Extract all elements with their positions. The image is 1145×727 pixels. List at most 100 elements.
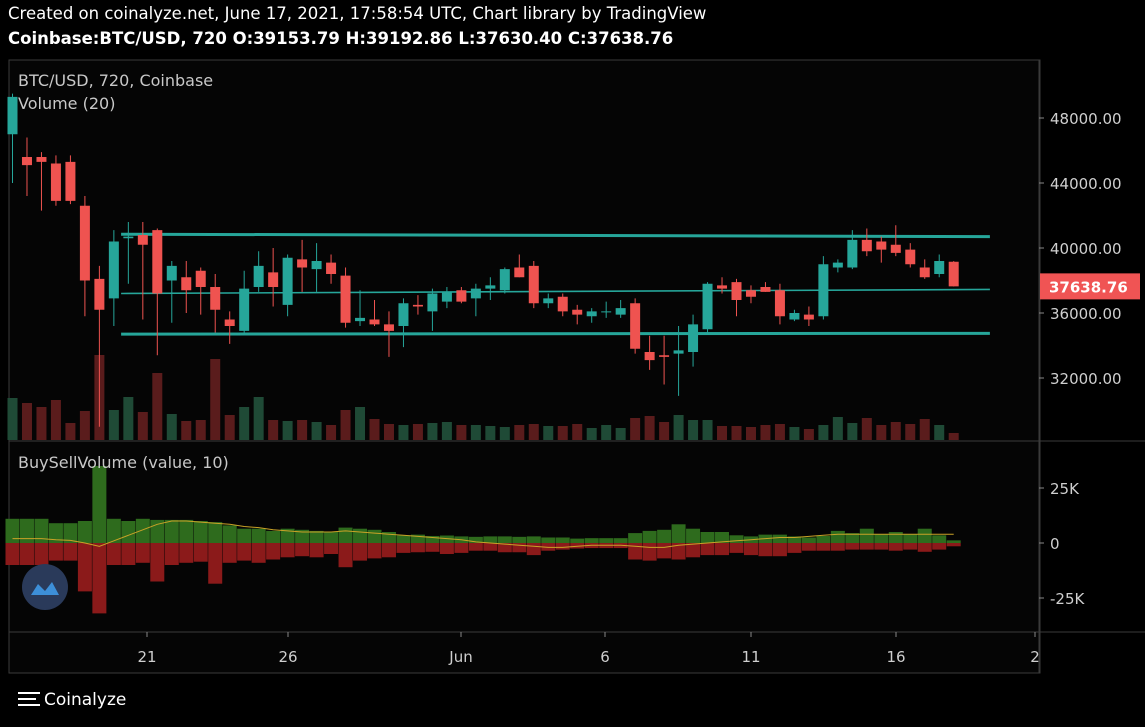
sell-volume-bar: [164, 543, 179, 565]
sell-volume-bar: [19, 543, 34, 565]
buy-volume-bar: [845, 533, 860, 543]
sell-volume-bar: [106, 543, 121, 565]
open-label: O:: [232, 29, 254, 48]
candle-body: [253, 265, 264, 287]
buy-volume-bar: [541, 537, 556, 543]
buy-volume-bar: [367, 529, 382, 543]
last-price-tag: [1040, 273, 1140, 300]
volume-bar: [876, 425, 887, 440]
volume-bar: [760, 425, 771, 440]
candle-body: [659, 355, 670, 357]
volume-bar: [239, 407, 250, 440]
volume-bar: [659, 422, 670, 440]
volume-bar: [326, 425, 337, 440]
main-pane-title: BTC/USD, 720, Coinbase: [18, 71, 213, 90]
volume-bar: [123, 397, 134, 440]
candle-body: [832, 262, 843, 268]
sell-volume-bar: [34, 543, 49, 565]
candle-body: [369, 319, 380, 325]
volume-bar: [427, 423, 438, 440]
sell-volume-bar: [208, 543, 223, 584]
sell-volume-bar: [121, 543, 136, 565]
candle-body: [673, 350, 684, 354]
candle-body: [644, 352, 655, 361]
time-tick-label: 6: [600, 648, 610, 666]
buy-volume-bar: [787, 536, 802, 543]
volume-bar: [282, 421, 293, 440]
candle-body: [340, 275, 351, 323]
buy-volume-bar: [193, 521, 208, 543]
buy-volume-bar: [135, 518, 150, 543]
candle-body: [905, 249, 916, 265]
buy-volume-bar: [599, 538, 614, 543]
sell-volume-bar: [628, 543, 643, 560]
candle-body: [731, 282, 742, 300]
buy-volume-bar: [816, 535, 831, 543]
buy-volume-bar: [729, 535, 744, 543]
sell-volume-bar: [830, 543, 845, 551]
candle-body: [514, 267, 525, 278]
candle-body: [152, 230, 163, 294]
price-tick-label: 48000.00: [1050, 110, 1122, 128]
time-tick-label: Jun: [448, 648, 472, 666]
candle-body: [919, 267, 930, 278]
sell-volume-bar: [381, 543, 396, 558]
candle-body: [412, 304, 423, 307]
sell-volume-bar: [338, 543, 353, 568]
sell-volume-bar: [468, 543, 483, 551]
low-label: L:: [458, 29, 476, 48]
sell-volume-bar: [150, 543, 165, 582]
volume-bar: [383, 424, 394, 440]
channel-lines[interactable]: [121, 232, 990, 336]
hamburger-icon[interactable]: [18, 691, 40, 709]
buysell-pane-title: BuySellVolume (value, 10): [18, 453, 229, 472]
sell-volume-bar: [483, 543, 498, 551]
candle-body: [572, 309, 583, 315]
buy-volume-bar: [642, 530, 657, 543]
sell-volume-bar: [222, 543, 237, 563]
buy-volume-bar: [657, 529, 672, 543]
volume-bar: [50, 400, 61, 440]
volume-bar: [195, 420, 206, 440]
volume-bar: [369, 419, 380, 440]
sell-volume-bar: [671, 543, 686, 560]
sell-volume-bar: [63, 543, 78, 561]
footer-brand[interactable]: Coinalyze: [18, 690, 126, 710]
sell-volume-bar: [396, 543, 411, 553]
volume-bar: [586, 428, 597, 440]
candle-body: [890, 244, 901, 253]
buy-volume-bar: [63, 523, 78, 543]
last-price-label: 37638.76: [1049, 278, 1128, 296]
chart-caption: Created on coinalyze.net, June 17, 2021,…: [8, 4, 707, 23]
volume-bar: [557, 426, 568, 440]
volume-bar: [224, 415, 235, 440]
buy-volume-bar: [19, 518, 34, 543]
candle-body: [427, 293, 438, 312]
coinalyze-logo: [22, 564, 68, 610]
candle-body: [702, 283, 713, 330]
volume-bar: [210, 359, 221, 440]
volume-bar: [731, 426, 742, 440]
volume-bar: [7, 398, 18, 440]
candle-body: [224, 319, 235, 326]
candle-body: [326, 262, 337, 274]
sell-volume-bar: [686, 543, 701, 558]
candle-body: [297, 259, 308, 268]
volume-bar: [499, 427, 510, 440]
sell-volume-bar: [193, 543, 208, 562]
candle-body: [65, 161, 76, 201]
buy-volume-bar: [338, 527, 353, 543]
channel-line: [121, 331, 990, 336]
volume-bar: [803, 429, 814, 440]
logo-mountain-icon: [31, 582, 59, 595]
close-value: 37638.76: [586, 29, 674, 48]
volume-bar: [152, 373, 163, 440]
volume-bar: [673, 415, 684, 440]
volume-bar: [774, 424, 785, 440]
buy-volume-bar: [526, 536, 541, 543]
volume-bar: [789, 427, 800, 440]
candle-body: [123, 236, 134, 239]
sell-volume-bar: [497, 543, 512, 553]
buy-volume-bar: [425, 535, 440, 543]
